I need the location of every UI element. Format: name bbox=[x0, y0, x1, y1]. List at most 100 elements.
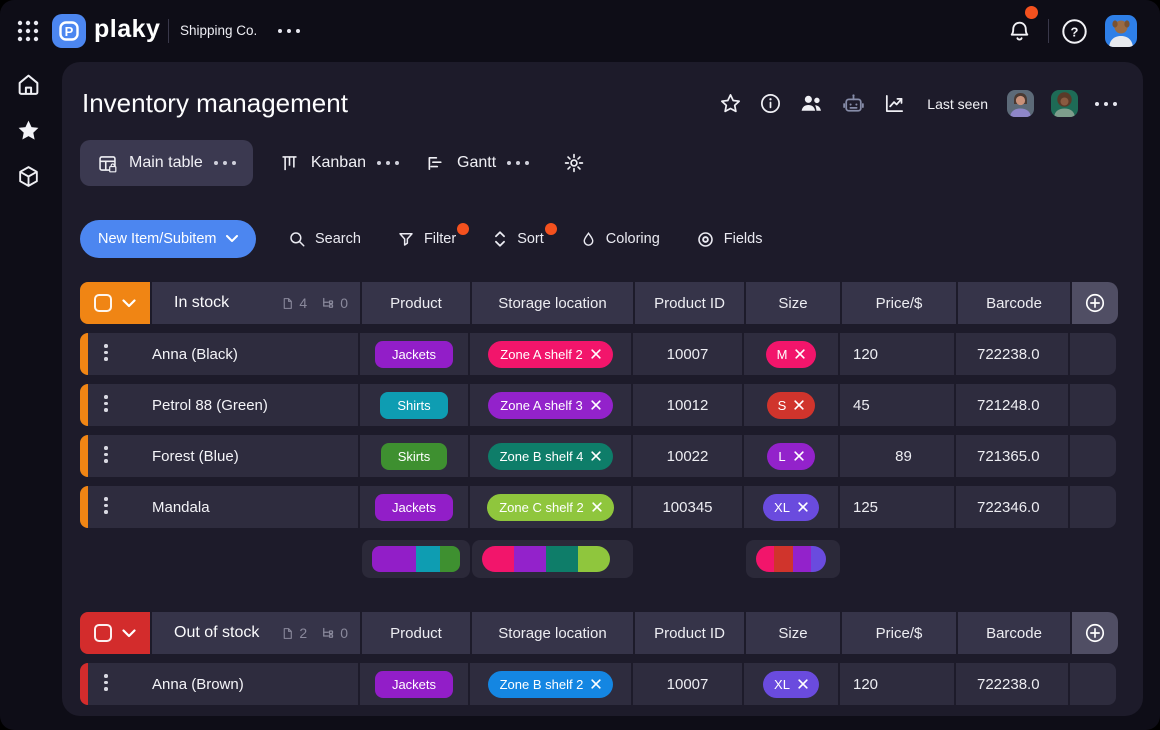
group-collapse-chevron-icon[interactable] bbox=[122, 628, 136, 638]
row-menu-icon[interactable] bbox=[104, 446, 108, 463]
product-cell[interactable]: Jackets bbox=[360, 486, 468, 528]
column-header-product[interactable]: Product bbox=[362, 612, 470, 654]
column-header-size[interactable]: Size bbox=[746, 612, 840, 654]
remove-tag-icon[interactable] bbox=[793, 451, 804, 461]
product-cell[interactable]: Jackets bbox=[360, 663, 468, 705]
item-name-cell[interactable]: Anna (Black) bbox=[80, 333, 358, 375]
storage-cell[interactable]: Zone B shelf 4 bbox=[470, 435, 631, 477]
price-cell[interactable]: 45 bbox=[840, 384, 954, 426]
board-info-icon[interactable] bbox=[759, 92, 782, 115]
size-tag[interactable]: L bbox=[767, 442, 815, 470]
size-cell[interactable]: S bbox=[744, 384, 838, 426]
search-button[interactable]: Search bbox=[288, 230, 361, 248]
table-row[interactable]: Mandala Jackets Zone C shelf 2 100345 XL… bbox=[80, 486, 1118, 528]
storage-tag[interactable]: Zone A shelf 3 bbox=[488, 391, 613, 419]
column-header-price[interactable]: Price/$ bbox=[842, 282, 956, 324]
row-menu-icon[interactable] bbox=[104, 497, 108, 514]
storage-tag[interactable]: Zone C shelf 2 bbox=[487, 493, 614, 521]
sort-button[interactable]: Sort bbox=[492, 223, 557, 248]
remove-tag-icon[interactable] bbox=[591, 451, 602, 461]
barcode-cell[interactable]: 722238.0 bbox=[956, 333, 1068, 375]
group-name[interactable]: In stock bbox=[174, 294, 230, 311]
column-header-product[interactable]: Product bbox=[362, 282, 470, 324]
board-more-icon[interactable] bbox=[1095, 101, 1117, 106]
item-name-cell[interactable]: Petrol 88 (Green) bbox=[80, 384, 358, 426]
size-tag[interactable]: S bbox=[766, 391, 816, 419]
home-icon[interactable] bbox=[16, 72, 41, 97]
apps-grid-icon[interactable] bbox=[16, 19, 40, 43]
storage-tag[interactable]: Zone B shelf 2 bbox=[487, 670, 614, 698]
group-checkbox[interactable] bbox=[94, 624, 112, 642]
price-cell[interactable]: 120 bbox=[840, 663, 954, 705]
tab-gantt[interactable]: Gantt bbox=[425, 153, 530, 174]
product-id-cell[interactable]: 10022 bbox=[633, 435, 742, 477]
coloring-button[interactable]: Coloring bbox=[580, 230, 660, 249]
storage-tag[interactable]: Zone A shelf 2 bbox=[488, 340, 613, 368]
favorites-star-icon[interactable] bbox=[16, 118, 41, 143]
group-checkbox[interactable] bbox=[94, 294, 112, 312]
product-cell[interactable]: Skirts bbox=[360, 435, 468, 477]
row-menu-icon[interactable] bbox=[104, 344, 108, 361]
item-name[interactable]: Anna (Black) bbox=[152, 345, 238, 363]
remove-tag-icon[interactable] bbox=[591, 400, 601, 410]
storage-tag[interactable]: Zone B shelf 4 bbox=[487, 442, 614, 470]
workspace-more-icon[interactable] bbox=[278, 29, 300, 33]
barcode-cell[interactable]: 721248.0 bbox=[956, 384, 1068, 426]
plaky-logo-icon[interactable]: P bbox=[52, 14, 86, 48]
column-header-storage-location[interactable]: Storage location bbox=[472, 282, 633, 324]
item-name[interactable]: Anna (Brown) bbox=[152, 675, 244, 693]
remove-tag-icon[interactable] bbox=[798, 679, 808, 689]
column-header-product-id[interactable]: Product ID bbox=[635, 282, 744, 324]
member-avatar[interactable] bbox=[1051, 90, 1078, 117]
product-id-cell[interactable]: 100345 bbox=[633, 486, 742, 528]
notifications-bell-icon[interactable] bbox=[1007, 19, 1032, 44]
views-settings-gear-icon[interactable] bbox=[563, 152, 585, 174]
storage-cell[interactable]: Zone A shelf 2 bbox=[470, 333, 631, 375]
storage-cell[interactable]: Zone B shelf 2 bbox=[470, 663, 631, 705]
size-tag[interactable]: XL bbox=[763, 493, 819, 521]
product-id-cell[interactable]: 10012 bbox=[633, 384, 742, 426]
product-cell[interactable]: Shirts bbox=[360, 384, 468, 426]
tab-more-icon[interactable] bbox=[377, 161, 399, 165]
size-cell[interactable]: M bbox=[744, 333, 838, 375]
add-column-button[interactable] bbox=[1072, 612, 1118, 654]
price-cell[interactable]: 125 bbox=[840, 486, 954, 528]
product-tag[interactable]: Jackets bbox=[374, 670, 454, 698]
tab-more-icon[interactable] bbox=[507, 161, 530, 165]
product-tag[interactable]: Shirts bbox=[380, 391, 448, 419]
storage-cell[interactable]: Zone C shelf 2 bbox=[470, 486, 631, 528]
column-header-barcode[interactable]: Barcode bbox=[958, 612, 1070, 654]
group-title-cell[interactable]: In stock 4 0 bbox=[152, 282, 360, 324]
price-cell[interactable]: 120 bbox=[840, 333, 954, 375]
remove-tag-icon[interactable] bbox=[795, 349, 806, 359]
remove-tag-icon[interactable] bbox=[794, 400, 804, 410]
size-tag[interactable]: XL bbox=[763, 670, 819, 698]
item-name[interactable]: Forest (Blue) bbox=[152, 447, 239, 465]
barcode-cell[interactable]: 721365.0 bbox=[956, 435, 1068, 477]
table-row[interactable]: Petrol 88 (Green) Shirts Zone A shelf 3 … bbox=[80, 384, 1118, 426]
user-avatar[interactable] bbox=[1105, 15, 1137, 47]
remove-tag-icon[interactable] bbox=[798, 502, 808, 512]
price-cell[interactable]: 89 bbox=[840, 435, 954, 477]
item-name-cell[interactable]: Mandala bbox=[80, 486, 358, 528]
remove-tag-icon[interactable] bbox=[591, 679, 602, 689]
item-name-cell[interactable]: Anna (Brown) bbox=[80, 663, 358, 705]
group-title-cell[interactable]: Out of stock 2 0 bbox=[152, 612, 360, 654]
tab-more-icon[interactable] bbox=[213, 161, 236, 165]
boards-cube-icon[interactable] bbox=[16, 164, 41, 189]
tab-main-table[interactable]: Main table bbox=[80, 140, 253, 186]
table-row[interactable]: Forest (Blue) Skirts Zone B shelf 4 1002… bbox=[80, 435, 1118, 477]
storage-cell[interactable]: Zone A shelf 3 bbox=[470, 384, 631, 426]
add-column-button[interactable] bbox=[1072, 282, 1118, 324]
product-tag[interactable]: Jackets bbox=[374, 340, 454, 368]
size-cell[interactable]: L bbox=[744, 435, 838, 477]
column-header-price[interactable]: Price/$ bbox=[842, 612, 956, 654]
item-name[interactable]: Petrol 88 (Green) bbox=[152, 396, 268, 414]
item-name-cell[interactable]: Forest (Blue) bbox=[80, 435, 358, 477]
row-menu-icon[interactable] bbox=[104, 674, 108, 691]
remove-tag-icon[interactable] bbox=[592, 502, 602, 512]
product-id-cell[interactable]: 10007 bbox=[633, 663, 742, 705]
workspace-name[interactable]: Shipping Co. bbox=[180, 23, 258, 38]
barcode-cell[interactable]: 722238.0 bbox=[956, 663, 1068, 705]
product-cell[interactable]: Jackets bbox=[360, 333, 468, 375]
